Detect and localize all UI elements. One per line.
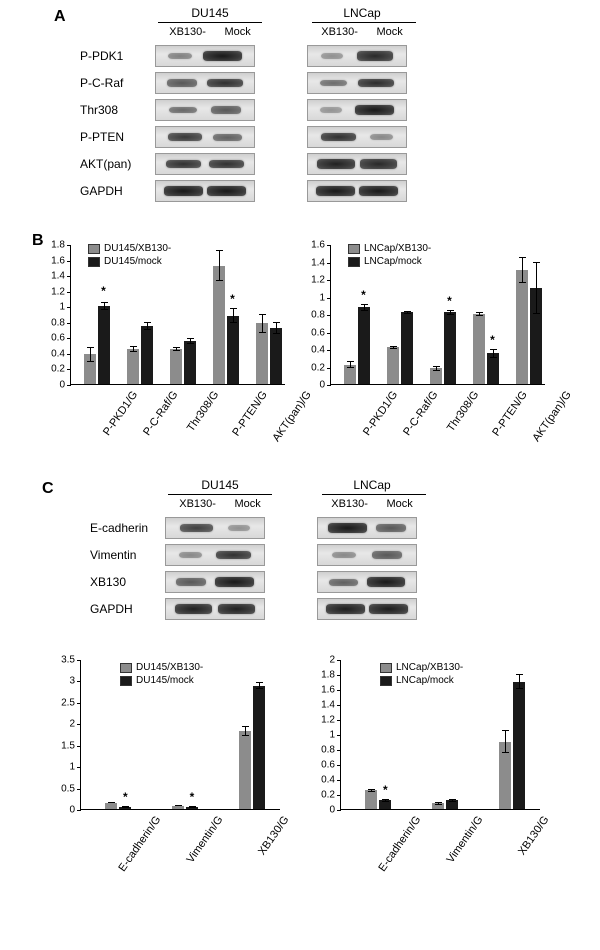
bar	[365, 790, 377, 809]
wb-row-label: P-PTEN	[80, 130, 155, 144]
wb-row-label: GAPDH	[90, 602, 165, 616]
panel-c-chart-right: 00.20.40.60.811.21.41.61.82*E-cadherin/G…	[340, 660, 540, 810]
wb-row-label: AKT(pan)	[80, 157, 155, 171]
wb-row-label: E-cadherin	[90, 521, 165, 535]
panel-b-chart-left: 00.20.40.60.811.21.41.61.8*P-PKD1/GP-C-R…	[70, 245, 285, 385]
panel-a-lane-labels: XB130-Mock XB130-Mock	[160, 26, 412, 38]
bar	[379, 800, 391, 809]
bar	[499, 742, 511, 810]
bar	[127, 349, 139, 384]
wb-panel	[307, 99, 407, 121]
wb-panel	[317, 598, 417, 620]
wb-row-label: Vimentin	[90, 548, 165, 562]
header-du145: DU145	[160, 6, 260, 20]
panel-a-label: A	[54, 8, 66, 26]
header-lncap: LNCap	[312, 6, 412, 20]
wb-panel	[155, 180, 255, 202]
wb-row-label: GAPDH	[80, 184, 155, 198]
bar	[487, 353, 499, 384]
wb-panel	[165, 544, 265, 566]
panel-c-chart-left: 00.511.522.533.5*E-cadherin/G*Vimentin/G…	[80, 660, 280, 810]
panel-a-headers: DU145 LNCap	[160, 6, 412, 20]
panel-c-label: C	[42, 480, 54, 498]
wb-panel	[155, 99, 255, 121]
panel-a-western-blot: P-PDK1 P-C-Raf Thr308 P-PTEN AKT(pan) GAPDH	[80, 44, 407, 206]
wb-panel	[307, 153, 407, 175]
wb-panel	[155, 45, 255, 67]
bar	[119, 807, 131, 809]
wb-panel	[155, 153, 255, 175]
wb-panel	[317, 544, 417, 566]
bar	[516, 270, 528, 384]
wb-panel	[307, 180, 407, 202]
wb-row-label: P-PDK1	[80, 49, 155, 63]
bar	[227, 316, 239, 384]
bar	[430, 368, 442, 384]
bar	[84, 354, 96, 384]
wb-panel	[307, 126, 407, 148]
bar	[513, 682, 525, 810]
wb-panel	[165, 517, 265, 539]
bar	[184, 341, 196, 384]
wb-panel	[155, 72, 255, 94]
chart-legend: LNCap/XB130-LNCap/mock	[348, 243, 431, 269]
wb-panel	[307, 72, 407, 94]
bar	[253, 686, 265, 809]
panel-c-lane-labels: XB130-Mock XB130-Mock	[170, 498, 422, 510]
bar	[105, 803, 117, 809]
bar	[401, 312, 413, 384]
bar	[239, 731, 251, 809]
wb-panel	[317, 571, 417, 593]
bar	[213, 266, 225, 384]
bar	[432, 803, 444, 809]
wb-row-label: XB130	[90, 575, 165, 589]
bar	[170, 349, 182, 384]
chart-legend: DU145/XB130-DU145/mock	[120, 662, 203, 688]
panel-c-western-blot: E-cadherin Vimentin XB130 GAPDH	[90, 516, 417, 624]
panel-b-label: B	[32, 232, 44, 250]
bar	[270, 328, 282, 384]
wb-panel	[317, 517, 417, 539]
bar	[98, 306, 110, 384]
panel-c-headers: DU145 LNCap	[170, 478, 422, 492]
header-line-2	[312, 22, 416, 23]
chart-legend: DU145/XB130-DU145/mock	[88, 243, 171, 269]
bar	[186, 807, 198, 809]
bar	[172, 806, 184, 809]
panel-b-chart-right: 00.20.40.60.811.21.41.6*P-PKD1/GP-C-Raf/…	[330, 245, 545, 385]
wb-row-label: P-C-Raf	[80, 76, 155, 90]
wb-row-label: Thr308	[80, 103, 155, 117]
header-line-1	[158, 22, 262, 23]
bar	[444, 312, 456, 384]
bar	[344, 365, 356, 384]
bar	[256, 323, 268, 384]
bar	[141, 326, 153, 384]
wb-panel	[165, 571, 265, 593]
bar	[446, 800, 458, 809]
chart-legend: LNCap/XB130-LNCap/mock	[380, 662, 463, 688]
bar	[358, 307, 370, 384]
wb-panel	[165, 598, 265, 620]
wb-panel	[307, 45, 407, 67]
bar	[530, 288, 542, 384]
wb-panel	[155, 126, 255, 148]
bar	[473, 314, 485, 384]
bar	[387, 347, 399, 384]
